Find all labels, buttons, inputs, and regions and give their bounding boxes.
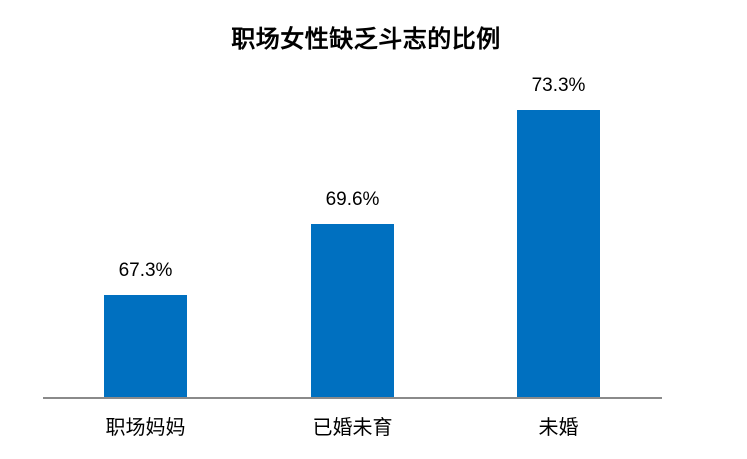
category-label: 职场妈妈 (105, 417, 186, 439)
value-label: 69.6% (325, 189, 380, 210)
category-label: 已婚未育 (312, 417, 393, 439)
bar (517, 110, 600, 397)
value-label: 73.3% (531, 75, 586, 96)
bar (311, 224, 394, 397)
chart-title: 职场女性缺乏斗志的比例 (231, 26, 501, 53)
bar (104, 295, 187, 397)
x-axis-line (43, 397, 662, 399)
category-label: 未婚 (538, 417, 579, 439)
value-label: 67.3% (118, 260, 173, 281)
